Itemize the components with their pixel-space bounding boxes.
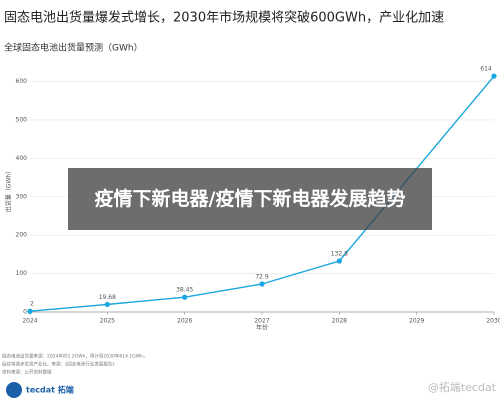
x-tick-label: 2027 <box>254 318 269 325</box>
point <box>259 281 265 287</box>
x-tick-label: 2028 <box>332 318 347 325</box>
footer-note: 固态电池出货量来源：2024年约1.2GWh，预计到2030年614.1GWh， <box>2 353 148 360</box>
point <box>491 73 497 79</box>
overlay-box: 疫情下新电器/疫情下新电器发展趋势 <box>94 188 406 210</box>
y-tick-label: 100 <box>16 270 28 277</box>
point <box>336 258 342 264</box>
value-label: 614 <box>480 66 492 73</box>
logo-icon <box>6 382 22 398</box>
point <box>27 308 33 314</box>
watermark: @拓端tecdat <box>428 380 497 394</box>
value-label: 19.68 <box>99 294 116 301</box>
x-tick-label: 2026 <box>177 318 192 325</box>
value-label: 38.45 <box>176 287 193 294</box>
footer-note: 后续将逐步实现产业化。来源：《固态电池行业发展报告》 <box>2 361 117 368</box>
x-tick-label: 2030 <box>486 318 500 325</box>
y-tick-label: 500 <box>16 116 28 123</box>
y-tick-label: 0 <box>23 309 27 316</box>
x-tick-label: 2029 <box>409 318 424 325</box>
value-label: 72.9 <box>255 273 269 280</box>
line <box>29 75 495 312</box>
logo: tecdat 拓端 <box>26 385 74 395</box>
headline: 固态电池出货量爆发式增长，2030年市场规模将突破600GWh，产业化加速 <box>4 10 444 26</box>
y-tick-label: 600 <box>16 78 28 85</box>
x-tick-label: 2025 <box>100 318 115 325</box>
y-tick-label: 200 <box>16 232 28 239</box>
x-tick-label: 2024 <box>22 318 37 325</box>
chart-title: 全球固态电池出货量预测（GWh） <box>4 42 143 54</box>
y-tick-label: 300 <box>16 193 28 200</box>
overlay-text: 疫情下新电器/疫情下新电器发展趋势 <box>94 188 406 210</box>
overlay-banner <box>68 168 432 230</box>
y-tick-label: 400 <box>16 155 28 162</box>
footer-note: 资料来源：公开资料整理 <box>2 369 52 376</box>
point <box>182 294 188 300</box>
x-axis-label: 年份 <box>256 324 268 332</box>
y-axis-label: 出货量（GWh） <box>5 168 13 212</box>
value-label: 132.8 <box>331 250 348 257</box>
value-label: 2 <box>30 301 34 308</box>
point <box>104 301 110 308</box>
